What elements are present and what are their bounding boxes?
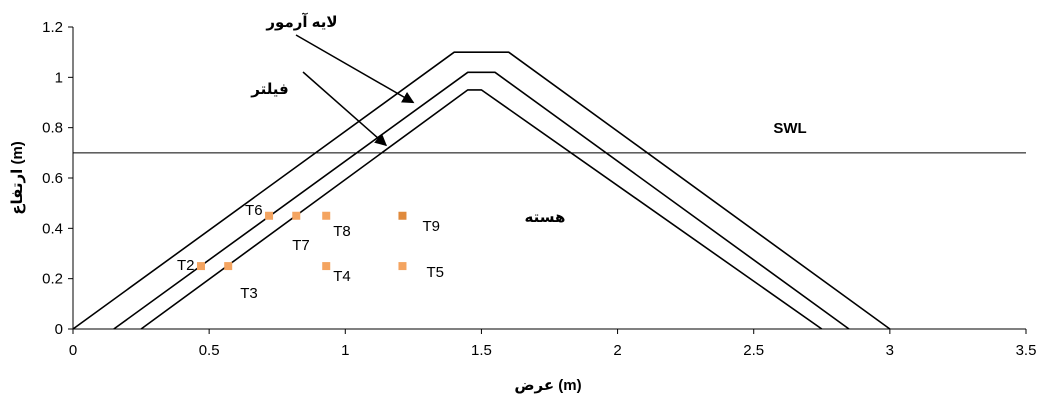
axes: 0 0.5 1 1.5 2 2.5 3 3.5 0 0.2 0.4 0.6 0.8 1 1.2 [42, 19, 1036, 359]
point-marker [398, 211, 407, 220]
profile-line-1 [72, 51, 891, 330]
profile-line-2 [113, 71, 850, 330]
point-label: T2 [177, 257, 195, 274]
y-tick-label: 1.2 [42, 19, 63, 36]
point-marker [322, 211, 331, 220]
x-tick-label: 1 [341, 342, 349, 359]
armor-layer-arrow [295, 34, 415, 104]
series-group [72, 51, 891, 330]
x-tick-label: 2 [613, 342, 621, 359]
profile-line-3 [140, 89, 823, 330]
point-marker [292, 211, 301, 220]
y-tick-label: 0.6 [42, 170, 63, 187]
x-tick-label: 0.5 [199, 342, 220, 359]
x-tick-label: 2.5 [743, 342, 764, 359]
point-label: T7 [292, 237, 310, 254]
point-marker [322, 262, 331, 271]
y-tick-label: 0.2 [42, 271, 63, 288]
y-axis-title: ارتفاع (m) [9, 141, 26, 215]
point-label: T4 [333, 268, 351, 285]
point-label: T5 [426, 264, 444, 281]
swl-group: SWL [73, 120, 1026, 154]
points-group: T2 T3 T6 T7 T8 T4 T9 T5 [177, 202, 444, 302]
x-tick-label: 1.5 [471, 342, 492, 359]
x-tick-label: 3 [886, 342, 894, 359]
annotations: لایه آرمور فیلتر هسته [250, 13, 565, 226]
y-tick-label: 1 [55, 69, 63, 86]
filter-label: فیلتر [250, 81, 289, 98]
x-tick-label: 3.5 [1016, 342, 1037, 359]
point-label: T3 [240, 285, 258, 302]
swl-label: SWL [773, 120, 806, 137]
armor-layer-label: لایه آرمور [265, 13, 337, 31]
y-tick-label: 0.8 [42, 120, 63, 137]
point-marker [265, 211, 274, 220]
point-marker [224, 262, 233, 271]
point-label: T9 [422, 218, 440, 235]
core-label: هسته [525, 209, 566, 226]
point-marker [196, 262, 205, 271]
point-label: T8 [333, 223, 351, 240]
y-tick-label: 0.4 [42, 220, 63, 237]
point-label: T6 [245, 202, 263, 219]
x-axis-title: عرض (m) [514, 377, 581, 394]
point-marker [398, 262, 407, 271]
y-tick-label: 0 [55, 321, 63, 338]
x-tick-label: 0 [69, 342, 77, 359]
filter-arrow [302, 71, 388, 147]
